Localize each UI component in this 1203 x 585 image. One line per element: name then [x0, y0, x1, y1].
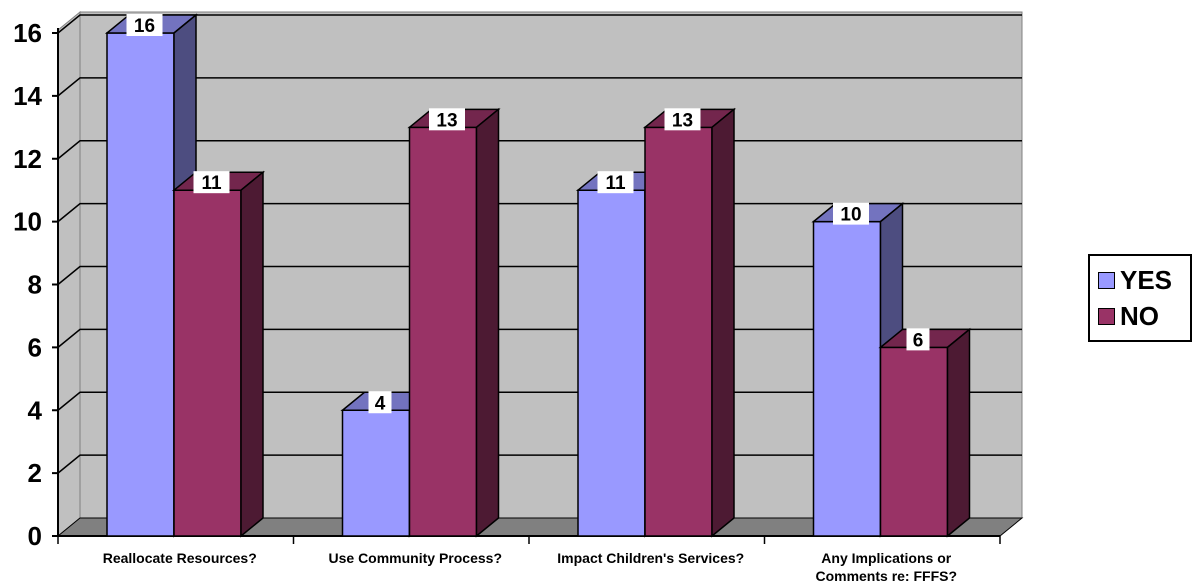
bar-side-no: [711, 107, 735, 538]
bar-no: [878, 327, 972, 538]
data-label-bg: [833, 202, 869, 225]
bar-front-yes: [577, 189, 646, 537]
bar-no: [171, 170, 266, 538]
bar-no: [407, 107, 501, 538]
bar-front-no: [408, 126, 478, 537]
bar-front-yes: [106, 32, 175, 537]
bar-front-yes: [812, 220, 882, 537]
bar-side-no: [475, 107, 500, 538]
y-tick-label: 10: [13, 207, 42, 237]
data-label-bg: [193, 171, 230, 194]
legend-item-no: NO: [1098, 300, 1159, 331]
bar-side-no: [240, 170, 264, 538]
x-tick-label: Use Community Process?: [329, 550, 503, 566]
y-tick-label: 8: [28, 270, 42, 300]
legend-label-no: NO: [1120, 300, 1159, 331]
data-label-bg: [429, 108, 465, 131]
x-tick-label: Any Implications or: [821, 550, 951, 566]
data-label: 11: [605, 173, 626, 194]
y-tick-label: 2: [28, 458, 42, 488]
legend: YES NO: [1088, 254, 1192, 342]
data-label: 6: [913, 330, 924, 351]
data-label: 11: [201, 173, 222, 194]
data-label-bg: [664, 108, 701, 131]
gridline: [57, 77, 1022, 97]
y-tick-label: 0: [28, 521, 42, 551]
data-label: 16: [134, 16, 155, 37]
legend-item-yes: YES: [1098, 264, 1173, 295]
x-tick-label: Reallocate Resources?: [103, 550, 257, 566]
bar-front-no: [173, 189, 242, 537]
y-tick-label: 14: [13, 81, 42, 111]
bar-front-no: [879, 346, 949, 537]
y-tick-label: 6: [28, 332, 42, 362]
bar-front-yes: [341, 409, 411, 537]
data-label-bg: [906, 328, 930, 351]
gridline: [57, 14, 1022, 34]
data-label: 4: [375, 393, 386, 414]
legend-swatch-yes: [1098, 271, 1115, 289]
data-label: 10: [840, 205, 861, 226]
y-tick-label: 16: [13, 18, 42, 48]
bar-front-no: [644, 126, 713, 537]
data-label-bg: [368, 391, 392, 414]
data-label: 13: [436, 110, 457, 131]
data-labels: 16 11 4 13 11 13 10 6: [126, 14, 930, 414]
bar-side-no: [946, 327, 971, 538]
x-tick-label: Impact Children's Services?: [557, 550, 744, 566]
legend-label-yes: YES: [1120, 264, 1173, 295]
legend-swatch-no: [1098, 307, 1115, 325]
bar-no: [642, 107, 737, 538]
tick-labels: 0 2 4 6 8 10 12 14 16 Reallocate Resources? Use Co…: [13, 18, 957, 584]
data-label-bg: [126, 14, 163, 36]
y-tick-label: 4: [28, 395, 43, 425]
y-tick-label: 12: [13, 144, 42, 174]
x-tick-label: Comments re: FFFS?: [815, 568, 957, 584]
data-label-bg: [597, 171, 634, 194]
data-label: 13: [672, 110, 693, 131]
